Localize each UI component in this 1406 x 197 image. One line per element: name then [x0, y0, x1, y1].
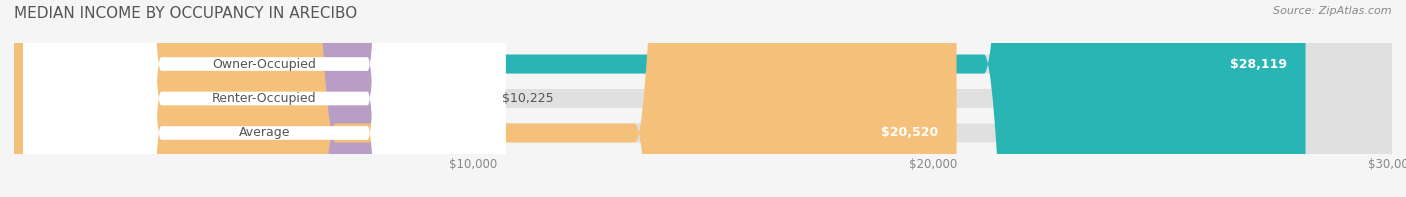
FancyBboxPatch shape	[14, 0, 956, 197]
Text: Source: ZipAtlas.com: Source: ZipAtlas.com	[1274, 6, 1392, 16]
FancyBboxPatch shape	[14, 0, 484, 197]
Text: $28,119: $28,119	[1230, 58, 1286, 71]
Text: $10,225: $10,225	[502, 92, 554, 105]
Text: Average: Average	[239, 126, 290, 139]
FancyBboxPatch shape	[14, 0, 1392, 197]
Text: Renter-Occupied: Renter-Occupied	[212, 92, 316, 105]
FancyBboxPatch shape	[24, 0, 506, 197]
Text: Owner-Occupied: Owner-Occupied	[212, 58, 316, 71]
Text: $20,520: $20,520	[882, 126, 938, 139]
FancyBboxPatch shape	[24, 0, 506, 197]
FancyBboxPatch shape	[24, 0, 506, 197]
FancyBboxPatch shape	[14, 0, 1392, 197]
FancyBboxPatch shape	[14, 0, 1392, 197]
FancyBboxPatch shape	[14, 0, 1306, 197]
Text: MEDIAN INCOME BY OCCUPANCY IN ARECIBO: MEDIAN INCOME BY OCCUPANCY IN ARECIBO	[14, 6, 357, 21]
